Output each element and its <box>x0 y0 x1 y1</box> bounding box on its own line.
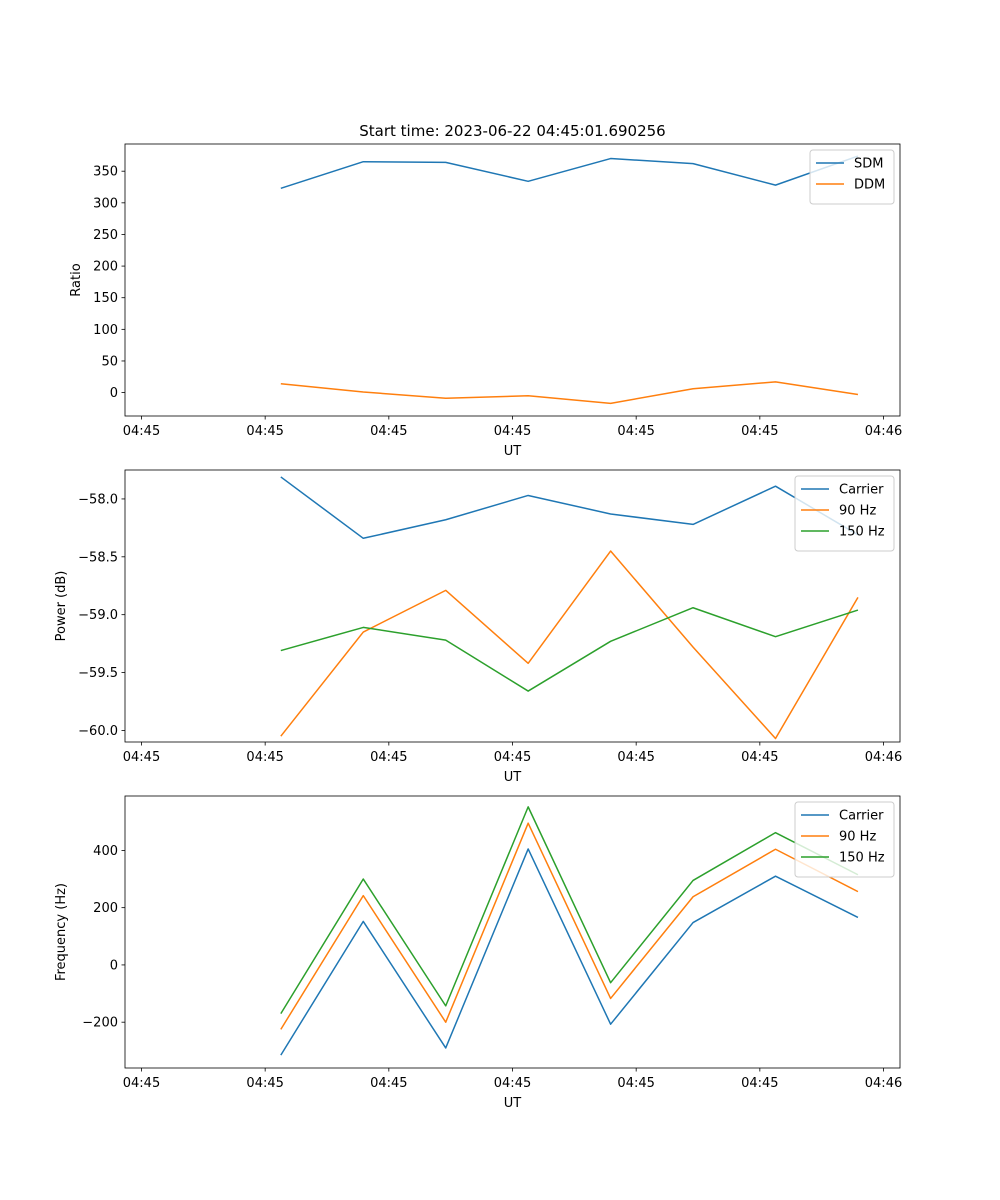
axes-1-x-tick-label-7: 04:46 <box>865 424 902 439</box>
axes-3-y-tick-label-4: 400 <box>93 844 118 859</box>
axes-3-legend-label-3: 150 Hz <box>839 851 885 866</box>
axes-2-legend-box <box>794 475 895 552</box>
axes-2-legend-label-1: Carrier <box>839 483 884 498</box>
axes-1-xlabel: UT <box>504 444 522 459</box>
axes-2-series-line-3 <box>280 606 859 692</box>
axes-2-x-tick-label-7: 04:46 <box>865 750 902 765</box>
figure-title: Start time: 2023-06-22 04:45:01.690256 <box>359 122 665 140</box>
axes-1-x-tick-label-3: 04:45 <box>370 424 407 439</box>
axes-1-legend-label-2: DDM <box>854 178 885 193</box>
axes-1-series-line-1 <box>280 155 859 189</box>
axes-2-y-tick-label-4: −58.5 <box>78 550 118 565</box>
axes-3-ylabel: Frequency (Hz) <box>54 883 69 981</box>
axes-3-y-tick-label-3: 200 <box>93 901 118 916</box>
axes-2: 04:45 04:45 04:45 04:45 04:45 04:45 04:46 −60.0… <box>54 469 902 785</box>
axes-2-x-tick-label-3: 04:45 <box>370 750 407 765</box>
axes-2-x-tick-label-4: 04:45 <box>494 750 531 765</box>
axes-1-y-tick-label-2: 50 <box>101 354 118 369</box>
axes-1-y-tick-label-3: 100 <box>93 323 118 338</box>
axes-2-series-line-2 <box>280 550 859 740</box>
axes-3: 04:45 04:45 04:45 04:45 04:45 04:45 04:46 −200 0… <box>54 795 902 1111</box>
axes-1-x-tick-label-5: 04:45 <box>617 424 654 439</box>
axes-1-x-tick-label-1: 04:45 <box>123 424 160 439</box>
axes-2-y-tick-label-2: −59.5 <box>78 666 118 681</box>
axes-2-legend-label-3: 150 Hz <box>839 525 885 540</box>
axes-2-y-tick-label-3: −59.0 <box>78 608 118 623</box>
axes-3-x-tick-label-1: 04:45 <box>123 1076 160 1091</box>
axes-2-x-tick-label-5: 04:45 <box>617 750 654 765</box>
axes-3-x-tick-label-2: 04:45 <box>246 1076 283 1091</box>
axes-3-legend-label-1: Carrier <box>839 809 884 824</box>
axes-2-x-tick-label-2: 04:45 <box>246 750 283 765</box>
axes-3-x-tick-label-3: 04:45 <box>370 1076 407 1091</box>
axes-2-x-tick-label-6: 04:45 <box>741 750 778 765</box>
axes-3-x-tick-label-4: 04:45 <box>494 1076 531 1091</box>
axes-3-series-line-3 <box>280 806 859 1014</box>
axes-1-x-tick-label-2: 04:45 <box>246 424 283 439</box>
axes-3-legend: Carrier 90 Hz 150 Hz <box>794 801 895 878</box>
axes-3-series-line-2 <box>280 822 859 1030</box>
axes-3-x-tick-label-6: 04:45 <box>741 1076 778 1091</box>
axes-2-y-tick-label-1: −60.0 <box>78 724 118 739</box>
axes-1-y-tick-label-5: 200 <box>93 260 118 275</box>
axes-3-y-tick-label-1: −200 <box>82 1016 118 1031</box>
axes-2-ylabel: Power (dB) <box>54 571 69 642</box>
axes-2-x-tick-label-1: 04:45 <box>123 750 160 765</box>
axes-2-y-tick-label-5: −58.0 <box>78 492 118 507</box>
axes-2-legend-label-2: 90 Hz <box>839 504 876 519</box>
axes-3-series-line-1 <box>280 848 859 1056</box>
axes-3-x-tick-label-7: 04:46 <box>865 1076 902 1091</box>
axes-1-series-line-2 <box>280 381 859 405</box>
axes-root: 04:45 04:45 04:45 04:45 04:45 04:45 04:46 0 50 10… <box>54 143 902 1111</box>
axes-2-series-line-1 <box>280 476 859 540</box>
axes-3-legend-label-2: 90 Hz <box>839 830 876 845</box>
axes-1: 04:45 04:45 04:45 04:45 04:45 04:45 04:46 0 50 10… <box>69 143 902 459</box>
axes-1-x-tick-label-4: 04:45 <box>494 424 531 439</box>
axes-1-y-tick-label-1: 0 <box>110 386 118 401</box>
axes-1-y-tick-label-8: 350 <box>93 165 118 180</box>
axes-1-x-tick-label-6: 04:45 <box>741 424 778 439</box>
axes-2-xlabel: UT <box>504 770 522 785</box>
axes-2-legend: Carrier 90 Hz 150 Hz <box>794 475 895 552</box>
axes-3-y-tick-label-2: 0 <box>110 958 118 973</box>
axes-1-legend-label-1: SDM <box>854 157 883 172</box>
axes-1-ylabel: Ratio <box>69 263 84 296</box>
axes-1-y-tick-label-6: 250 <box>93 228 118 243</box>
axes-3-x-tick-label-5: 04:45 <box>617 1076 654 1091</box>
axes-1-y-tick-label-4: 150 <box>93 291 118 306</box>
axes-3-legend-box <box>794 801 895 878</box>
axes-1-y-tick-label-7: 300 <box>93 196 118 211</box>
axes-1-legend: SDM DDM <box>809 149 895 205</box>
axes-3-xlabel: UT <box>504 1096 522 1111</box>
